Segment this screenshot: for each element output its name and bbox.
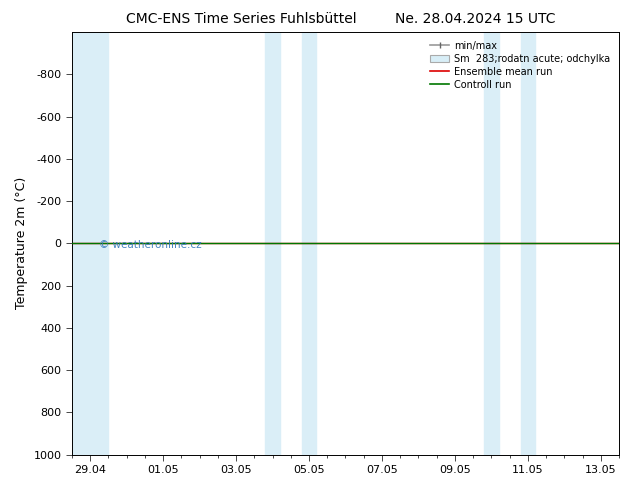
Bar bbox=[521, 32, 535, 455]
Bar bbox=[302, 32, 316, 455]
Text: CMC-ENS Time Series Fuhlsbüttel: CMC-ENS Time Series Fuhlsbüttel bbox=[126, 12, 356, 26]
Bar bbox=[72, 32, 108, 455]
Y-axis label: Temperature 2m (°C): Temperature 2m (°C) bbox=[15, 177, 28, 310]
Legend: min/max, Sm  283;rodatn acute; odchylka, Ensemble mean run, Controll run: min/max, Sm 283;rodatn acute; odchylka, … bbox=[426, 37, 614, 94]
Text: Ne. 28.04.2024 15 UTC: Ne. 28.04.2024 15 UTC bbox=[395, 12, 556, 26]
Bar bbox=[484, 32, 499, 455]
Text: © weatheronline.cz: © weatheronline.cz bbox=[100, 241, 202, 250]
Bar bbox=[265, 32, 280, 455]
